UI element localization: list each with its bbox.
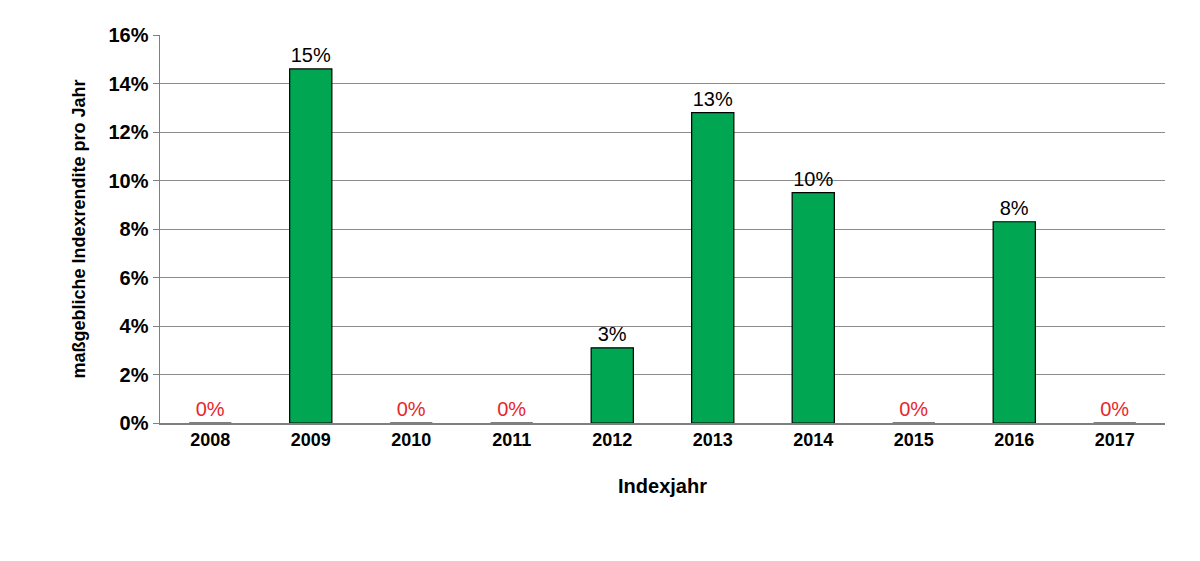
svg-text:2%: 2% — [120, 364, 149, 386]
svg-text:15%: 15% — [291, 44, 331, 66]
svg-text:0%: 0% — [196, 398, 225, 420]
svg-text:8%: 8% — [120, 218, 149, 240]
svg-text:8%: 8% — [1000, 197, 1029, 219]
svg-text:2008: 2008 — [190, 430, 230, 450]
svg-text:0%: 0% — [497, 398, 526, 420]
svg-text:2013: 2013 — [693, 430, 733, 450]
svg-text:2012: 2012 — [592, 430, 632, 450]
svg-text:6%: 6% — [120, 267, 149, 289]
svg-text:10%: 10% — [108, 170, 148, 192]
svg-text:0%: 0% — [397, 398, 426, 420]
svg-text:2015: 2015 — [894, 430, 934, 450]
svg-text:3%: 3% — [598, 323, 627, 345]
svg-text:2010: 2010 — [391, 430, 431, 450]
svg-text:2016: 2016 — [994, 430, 1034, 450]
svg-text:0%: 0% — [899, 398, 928, 420]
svg-text:12%: 12% — [108, 121, 148, 143]
svg-text:13%: 13% — [693, 88, 733, 110]
svg-text:maßgebliche Indexrendite pro J: maßgebliche Indexrendite pro Jahr — [69, 79, 89, 378]
svg-text:14%: 14% — [108, 73, 148, 95]
svg-text:Indexjahr: Indexjahr — [618, 475, 707, 497]
svg-text:2011: 2011 — [492, 430, 531, 450]
svg-text:2017: 2017 — [1095, 430, 1135, 450]
svg-text:0%: 0% — [1100, 398, 1129, 420]
svg-text:2014: 2014 — [793, 430, 833, 450]
svg-text:16%: 16% — [108, 24, 148, 46]
svg-text:4%: 4% — [120, 315, 149, 337]
svg-text:2009: 2009 — [291, 430, 331, 450]
svg-text:10%: 10% — [793, 168, 833, 190]
svg-text:0%: 0% — [120, 412, 149, 434]
